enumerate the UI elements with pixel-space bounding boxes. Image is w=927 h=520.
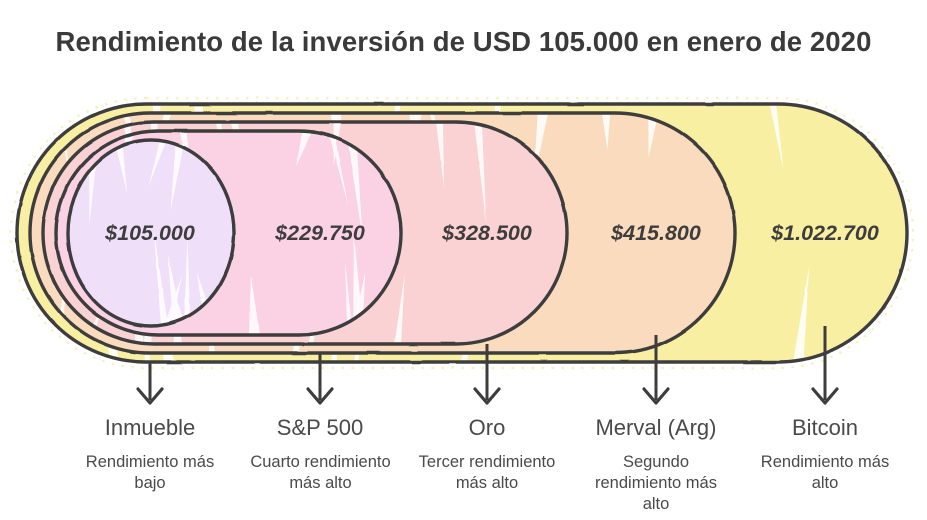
svg-text:$415.800: $415.800 [610, 221, 701, 245]
svg-text:$105.000: $105.000 [104, 221, 195, 245]
svg-text:$1.022.700: $1.022.700 [770, 221, 879, 245]
svg-text:$328.500: $328.500 [441, 221, 532, 245]
svg-text:$229.750: $229.750 [274, 221, 365, 245]
